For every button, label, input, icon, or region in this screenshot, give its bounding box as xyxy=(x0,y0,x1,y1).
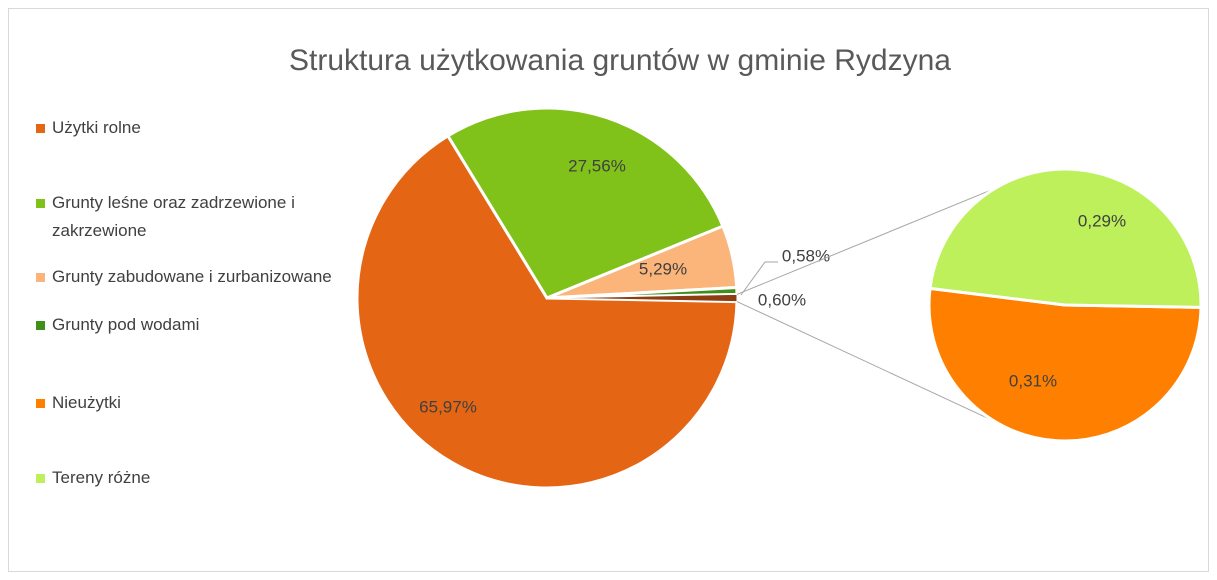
pie-slice xyxy=(445,106,725,300)
leader-line xyxy=(740,261,778,296)
legend-item: Użytki rolne xyxy=(36,114,357,142)
data-label: 65,97% xyxy=(419,397,477,416)
connector-line xyxy=(736,301,996,423)
connector-line xyxy=(736,187,996,295)
legend-swatch xyxy=(36,474,45,483)
legend-swatch xyxy=(36,124,45,133)
pie-slice xyxy=(928,167,1203,309)
legend-item: Tereny różne xyxy=(36,464,357,492)
legend-item: Nieużytki xyxy=(36,389,357,417)
data-label: 0,31% xyxy=(1009,371,1057,390)
legend-item: Grunty pod wodami xyxy=(36,311,357,339)
data-label: 27,56% xyxy=(568,156,626,175)
legend-label: Użytki rolne xyxy=(52,118,141,137)
legend: Użytki rolne Grunty leśne oraz zadrzewion… xyxy=(36,114,366,492)
legend-label: Grunty zabudowane i zurbanizowane xyxy=(52,267,332,286)
legend-swatch xyxy=(36,199,45,208)
pie-slice xyxy=(546,293,738,303)
data-label: 0,60% xyxy=(758,290,806,309)
legend-item: Grunty leśne oraz zadrzewione i zakrzewi… xyxy=(36,189,357,245)
legend-item: Grunty zabudowane i zurbanizowane xyxy=(36,263,357,291)
legend-swatch xyxy=(36,399,45,408)
pie-slice xyxy=(927,286,1203,443)
legend-label: Grunty pod wodami xyxy=(52,315,200,334)
legend-swatch xyxy=(36,321,45,330)
data-label: 0,29% xyxy=(1078,211,1126,230)
data-label: 0,58% xyxy=(782,246,830,265)
legend-label: Grunty leśne oraz zadrzewione i zakrzewi… xyxy=(52,193,295,240)
data-label: 5,29% xyxy=(639,259,687,278)
legend-swatch xyxy=(36,273,45,282)
chart-title: Struktura użytkowania gruntów w gminie R… xyxy=(289,44,951,77)
pie-slice xyxy=(355,133,739,490)
legend-label: Nieużytki xyxy=(52,393,121,412)
legend-label: Tereny różne xyxy=(52,468,151,487)
